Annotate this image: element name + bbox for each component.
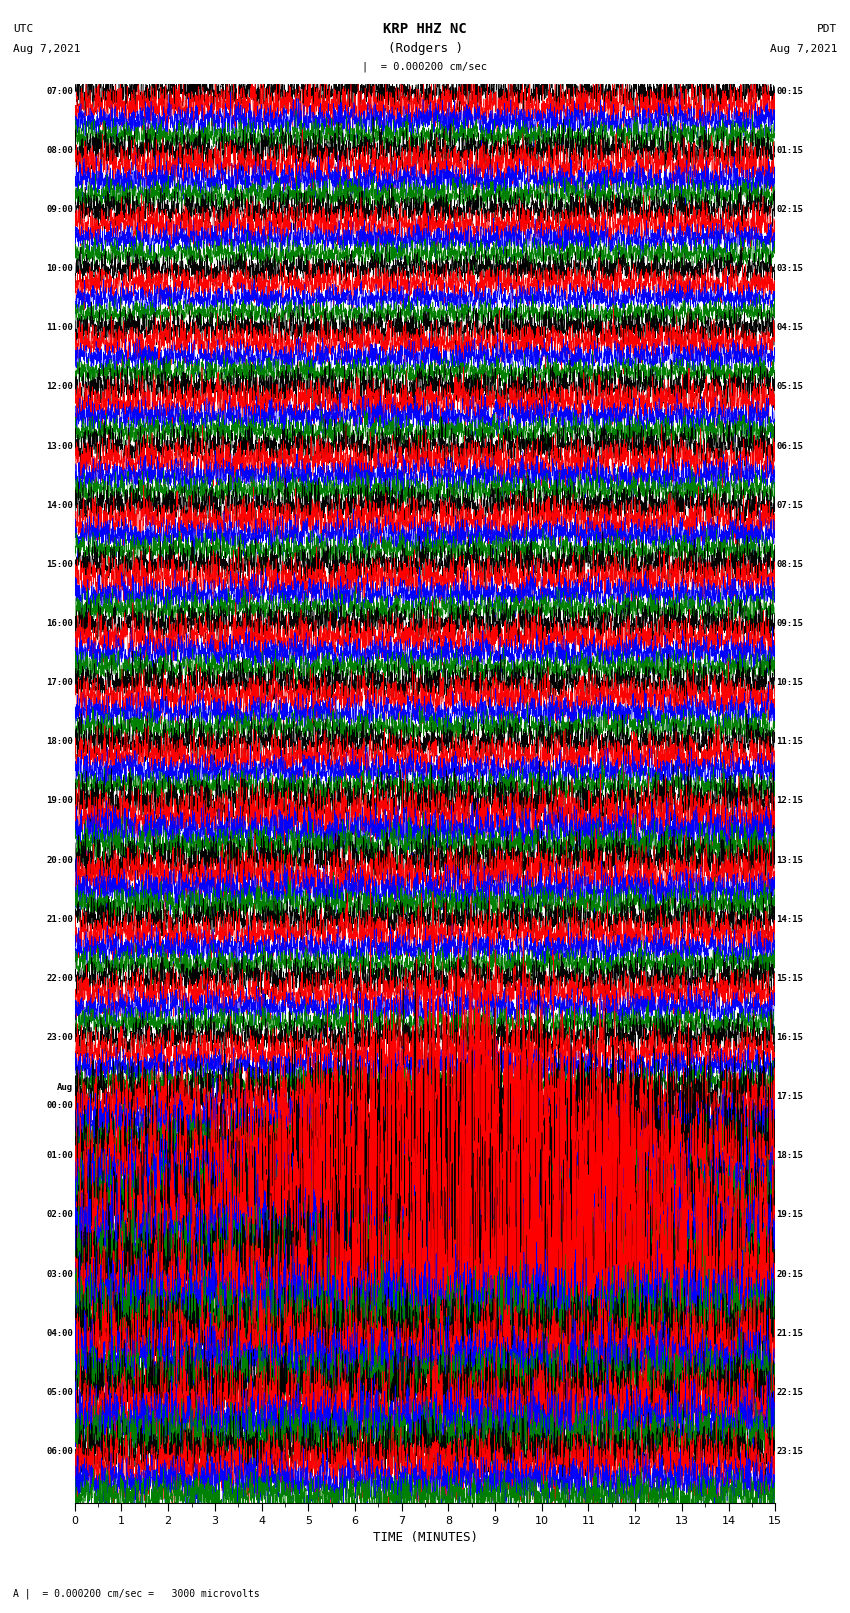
Text: 22:15: 22:15 <box>777 1387 803 1397</box>
Text: 22:00: 22:00 <box>47 974 73 982</box>
Text: 21:00: 21:00 <box>47 915 73 924</box>
Text: 18:00: 18:00 <box>47 737 73 747</box>
Text: 01:15: 01:15 <box>777 145 803 155</box>
Text: Aug 7,2021: Aug 7,2021 <box>770 44 837 53</box>
Text: 03:15: 03:15 <box>777 265 803 273</box>
Text: 23:15: 23:15 <box>777 1447 803 1457</box>
Text: 05:00: 05:00 <box>47 1387 73 1397</box>
Text: 06:00: 06:00 <box>47 1447 73 1457</box>
Text: 11:15: 11:15 <box>777 737 803 747</box>
Text: 14:15: 14:15 <box>777 915 803 924</box>
Text: 13:00: 13:00 <box>47 442 73 450</box>
Text: 15:15: 15:15 <box>777 974 803 982</box>
Text: 07:00: 07:00 <box>47 87 73 95</box>
Text: 17:00: 17:00 <box>47 677 73 687</box>
Text: 09:00: 09:00 <box>47 205 73 215</box>
Text: 05:15: 05:15 <box>777 382 803 392</box>
Text: 10:15: 10:15 <box>777 677 803 687</box>
Text: 18:15: 18:15 <box>777 1152 803 1160</box>
Text: 23:00: 23:00 <box>47 1032 73 1042</box>
Text: 20:00: 20:00 <box>47 855 73 865</box>
Text: 20:15: 20:15 <box>777 1269 803 1279</box>
Text: 15:00: 15:00 <box>47 560 73 569</box>
Text: 04:00: 04:00 <box>47 1329 73 1337</box>
Text: 19:15: 19:15 <box>777 1210 803 1219</box>
Text: Aug 7,2021: Aug 7,2021 <box>13 44 80 53</box>
Text: 17:15: 17:15 <box>777 1092 803 1102</box>
Text: 10:00: 10:00 <box>47 265 73 273</box>
Text: 19:00: 19:00 <box>47 797 73 805</box>
Text: KRP HHZ NC: KRP HHZ NC <box>383 23 467 37</box>
Text: A |  = 0.000200 cm/sec =   3000 microvolts: A | = 0.000200 cm/sec = 3000 microvolts <box>13 1589 259 1598</box>
Text: 01:00: 01:00 <box>47 1152 73 1160</box>
Text: 04:15: 04:15 <box>777 323 803 332</box>
Text: 02:00: 02:00 <box>47 1210 73 1219</box>
Text: Aug: Aug <box>57 1084 73 1092</box>
Text: 07:15: 07:15 <box>777 500 803 510</box>
Text: 00:00: 00:00 <box>47 1102 73 1110</box>
Text: 03:00: 03:00 <box>47 1269 73 1279</box>
Text: 06:15: 06:15 <box>777 442 803 450</box>
Text: 08:15: 08:15 <box>777 560 803 569</box>
X-axis label: TIME (MINUTES): TIME (MINUTES) <box>372 1531 478 1544</box>
Text: 12:15: 12:15 <box>777 797 803 805</box>
Text: 00:15: 00:15 <box>777 87 803 95</box>
Text: 11:00: 11:00 <box>47 323 73 332</box>
Text: 12:00: 12:00 <box>47 382 73 392</box>
Text: 14:00: 14:00 <box>47 500 73 510</box>
Text: 13:15: 13:15 <box>777 855 803 865</box>
Text: 21:15: 21:15 <box>777 1329 803 1337</box>
Text: 02:15: 02:15 <box>777 205 803 215</box>
Text: 09:15: 09:15 <box>777 619 803 627</box>
Text: 08:00: 08:00 <box>47 145 73 155</box>
Text: PDT: PDT <box>817 24 837 34</box>
Text: (Rodgers ): (Rodgers ) <box>388 42 462 55</box>
Text: 16:15: 16:15 <box>777 1032 803 1042</box>
Text: 16:00: 16:00 <box>47 619 73 627</box>
Text: |  = 0.000200 cm/sec: | = 0.000200 cm/sec <box>362 61 488 73</box>
Text: UTC: UTC <box>13 24 33 34</box>
